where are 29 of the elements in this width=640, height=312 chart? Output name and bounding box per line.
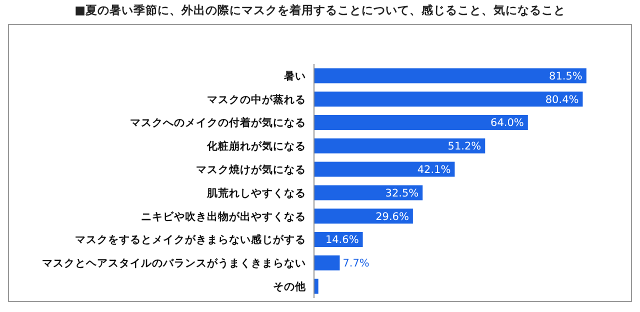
y-tick-label: マスクとヘアスタイルのバランスがうまくきまらない [42,258,306,270]
chart-title: ■夏の暑い季節に、外出の際にマスクを着用することについて、感じること、気になること [74,3,566,18]
y-tick-label: 暑い [283,70,306,82]
y-tick-label: その他 [273,280,307,294]
bar [314,208,413,224]
bar [314,115,528,130]
y-tick-label: ニキビや吹き出物が出やすくなる [141,210,306,223]
bar [314,278,318,294]
data-label: 64.0% [490,117,524,130]
data-label: 7.7% [342,258,370,270]
data-label: 42.1% [417,164,451,176]
y-tick-label: マスク焼けが気になる [196,163,306,176]
y-tick-label: マスクへのメイクの付着が気になる [130,116,306,130]
data-label: 81.5% [549,70,582,82]
bar [314,68,586,84]
data-label: 14.6% [325,234,359,246]
data-label: 80.4% [545,94,579,106]
data-label: 32.5% [385,187,419,200]
bar [314,185,423,200]
bar [314,162,455,177]
y-tick-label: 肌荒れしやすくなる [206,186,306,200]
bar [314,255,340,270]
y-tick-label: マスクの中が蒸れる [207,92,306,106]
bar [314,92,583,107]
bar [314,138,486,154]
y-tick-label: マスクをするとメイクがきまらない感じがする [75,233,306,246]
data-label: 29.6% [376,210,409,223]
y-tick-label: 化粧崩れが気になる [206,140,306,153]
data-label: 51.2% [448,140,482,153]
